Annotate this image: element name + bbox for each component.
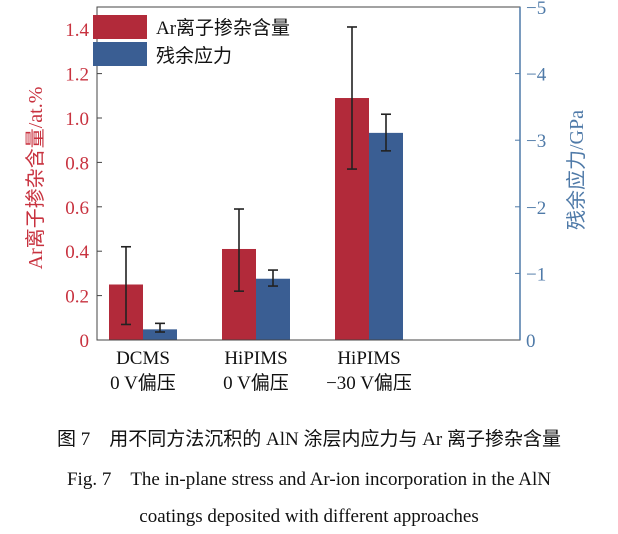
y-left-tick-label: 1.4	[65, 20, 89, 41]
y-left-tick-label: 0.6	[65, 198, 89, 219]
legend: Ar离子掺杂含量 残余应力	[93, 15, 290, 67]
y-right-tick-label: 0	[526, 331, 536, 352]
y-right-tick-label: −3	[526, 131, 546, 152]
legend-label-ar: Ar离子掺杂含量	[156, 17, 290, 39]
y-axis-left-label: Ar离子掺杂含量/at.%	[24, 87, 47, 270]
x-tick-label: 0 V偏压	[110, 372, 176, 394]
legend-label-stress: 残余应力	[156, 45, 232, 67]
y-right-tick-label: −5	[526, 0, 546, 19]
y-right-tick-label: −1	[526, 264, 546, 285]
x-tick-label: 0 V偏压	[223, 372, 289, 394]
y-left-tick-label: 1.2	[65, 65, 89, 86]
caption-en-line1: Fig. 7 The in-plane stress and Ar-ion in…	[66, 469, 552, 490]
y-left-tick-label: 1.0	[65, 109, 89, 130]
bar-chart: 0 0.2 0.4 0.6 0.8 1.0 1.2 1.4 0 −1 −2 −3 −4 −5 DCMS 0 V…	[24, 0, 588, 394]
y-axis-right-label: 残余应力/GPa	[565, 110, 588, 230]
legend-swatch-stress	[93, 42, 147, 66]
y-left-tick-label: 0.8	[65, 153, 89, 174]
bar	[143, 329, 177, 340]
legend-swatch-ar	[93, 15, 147, 39]
y-right-tick-label: −4	[526, 65, 547, 86]
y-left-tick-label: 0	[80, 331, 90, 352]
x-tick-label: HiPIMS	[337, 348, 400, 369]
x-tick-label: DCMS	[116, 348, 170, 369]
y-right-tick-label: −2	[526, 198, 546, 219]
y-left-tick-label: 0.2	[65, 287, 89, 308]
caption-en-line2: coatings deposited with different approa…	[139, 506, 479, 527]
bar	[256, 278, 290, 340]
x-tick-label: HiPIMS	[224, 348, 287, 369]
bar	[369, 132, 403, 340]
x-tick-label: −30 V偏压	[326, 372, 412, 394]
y-left-tick-label: 0.4	[65, 242, 89, 263]
caption-cn: 图 7 用不同方法沉积的 AlN 涂层内应力与 Ar 离子掺杂含量	[56, 429, 562, 450]
